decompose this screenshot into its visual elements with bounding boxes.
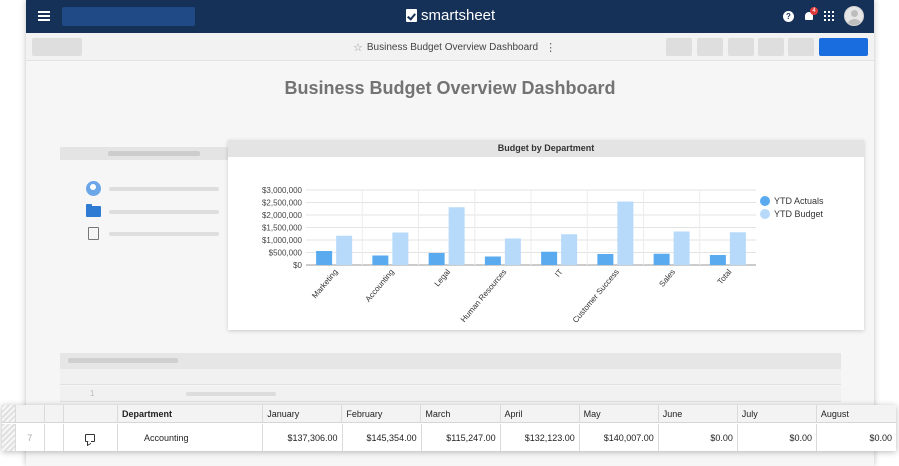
cell-january[interactable]: $137,306.00 [263, 424, 343, 451]
sheet-icon [88, 227, 99, 240]
sheet-grid-overlay: Department January February March April … [2, 405, 896, 451]
table-row[interactable]: 7 Accounting $137,306.00 $145,354.00 $11… [2, 424, 896, 451]
bar-ytd-actuals [597, 254, 614, 265]
bar-ytd-budget [561, 234, 578, 265]
y-tick-label: $2,000,000 [262, 211, 303, 220]
bar-ytd-actuals [428, 253, 445, 265]
column-header-april[interactable]: April [501, 405, 580, 422]
y-tick-label: $500,000 [269, 249, 303, 258]
menu-icon[interactable] [38, 11, 50, 21]
app-window: smartsheet ? 4 ☆ Business Budget Overvie… [26, 0, 874, 466]
top-icons: ? 4 [783, 6, 864, 26]
cell-department[interactable]: Accounting [118, 424, 264, 451]
sheet-widget-header [60, 353, 841, 369]
legend-label: YTD Budget [774, 209, 824, 219]
toolbar-button-2[interactable] [697, 38, 723, 56]
bar-ytd-actuals [709, 255, 726, 265]
cell-may[interactable]: $140,007.00 [580, 424, 659, 451]
column-header-june[interactable]: June [659, 405, 738, 422]
legend-marker [760, 209, 770, 219]
bar-ytd-actuals [372, 255, 389, 265]
cell-august[interactable]: $0.00 [869, 432, 893, 443]
shortcut-item-folder[interactable] [86, 204, 219, 217]
bar-ytd-budget [392, 232, 409, 265]
grid-header-row: Department January February March April … [2, 405, 896, 423]
apps-grid-icon[interactable] [824, 11, 834, 21]
bar-ytd-budget [504, 238, 521, 265]
toolbar-left-button[interactable] [32, 38, 82, 56]
toolbar-button-4[interactable] [758, 38, 784, 56]
background-grid-row [60, 369, 841, 385]
x-tick-label: Sales [657, 268, 677, 289]
comment-icon[interactable] [85, 433, 96, 442]
bar-ytd-budget [673, 231, 690, 265]
background-grid-row: 1 [60, 386, 841, 402]
share-button[interactable] [819, 38, 868, 56]
x-tick-label: Customer Success [571, 268, 621, 325]
legend-marker [760, 196, 770, 206]
x-tick-label: Human Resources [459, 268, 508, 325]
budget-chart-widget: Budget by Department $3,000,000 $2,500,00… [228, 140, 864, 330]
cell-february[interactable]: $145,354.00 [343, 424, 422, 451]
document-title: Business Budget Overview Dashboard [366, 42, 539, 53]
row-number: 7 [16, 424, 45, 451]
column-header-may[interactable]: May [580, 405, 659, 422]
dashboard-toolbar: ☆ Business Budget Overview Dashboard ⋮ [26, 33, 874, 61]
cell-april[interactable]: $132,123.00 [501, 424, 580, 451]
shortcut-widget-header [60, 147, 230, 160]
x-tick-label: IT [553, 267, 565, 278]
x-tick-label: Total [716, 267, 734, 286]
chart-title: Budget by Department [228, 140, 864, 157]
folder-icon [86, 204, 101, 217]
y-tick-label: $1,000,000 [262, 236, 303, 245]
column-header-february[interactable]: February [342, 405, 422, 422]
avatar[interactable] [844, 6, 864, 26]
cell-june[interactable]: $0.00 [659, 424, 738, 451]
bar-ytd-actuals [541, 251, 558, 265]
brand-logo: smartsheet [406, 7, 495, 24]
y-tick-label: $1,500,000 [262, 224, 303, 233]
bar-ytd-budget [729, 232, 746, 265]
y-tick-label: $0 [293, 261, 302, 270]
x-tick-label: Accounting [364, 268, 396, 304]
column-header-july[interactable]: July [738, 405, 817, 422]
star-icon[interactable]: ☆ [353, 42, 363, 54]
column-header-august[interactable]: August [820, 408, 849, 419]
toolbar-button-3[interactable] [728, 38, 754, 56]
legend-label: YTD Actuals [774, 196, 824, 206]
row-drag-handle[interactable] [2, 424, 16, 451]
toolbar-button-1[interactable] [666, 38, 692, 56]
help-icon[interactable]: ? [783, 10, 794, 22]
bar-ytd-actuals [316, 251, 333, 265]
brand-name: smartsheet [421, 7, 496, 24]
top-navigation-bar: smartsheet ? 4 [26, 0, 874, 33]
x-tick-label: Marketing [310, 268, 339, 301]
cell-march[interactable]: $115,247.00 [422, 424, 501, 451]
column-header-january[interactable]: January [263, 405, 343, 422]
row-number: 1 [90, 389, 95, 398]
shortcut-item-sheet[interactable] [86, 227, 219, 240]
notification-badge: 4 [810, 6, 818, 15]
smartsheet-logo-icon [406, 9, 417, 22]
bell-icon[interactable]: 4 [804, 6, 818, 22]
column-header-department[interactable]: Department [118, 405, 264, 422]
search-input[interactable] [62, 7, 195, 26]
document-title-area: ☆ Business Budget Overview Dashboard ⋮ [353, 41, 556, 54]
x-tick-label: Legal [433, 267, 453, 288]
bar-ytd-budget [336, 235, 353, 265]
y-tick-label: $3,000,000 [262, 186, 303, 195]
dashboard-title: Business Budget Overview Dashboard [284, 78, 616, 98]
kebab-icon[interactable]: ⋮ [545, 42, 557, 54]
y-tick-label: $2,500,000 [262, 199, 303, 208]
column-header-march[interactable]: March [421, 405, 501, 422]
bar-ytd-actuals [484, 256, 501, 265]
shortcut-item-contacts[interactable] [86, 181, 219, 196]
cell-july[interactable]: $0.00 [738, 424, 817, 451]
bar-ytd-actuals [653, 253, 670, 265]
budget-bar-chart: $3,000,000 $2,500,000 $2,000,000 $1,500,000… [262, 186, 824, 325]
people-icon [86, 181, 101, 196]
toolbar-button-5[interactable] [788, 38, 814, 56]
bar-ytd-budget [448, 207, 465, 265]
bar-ytd-budget [617, 201, 634, 265]
